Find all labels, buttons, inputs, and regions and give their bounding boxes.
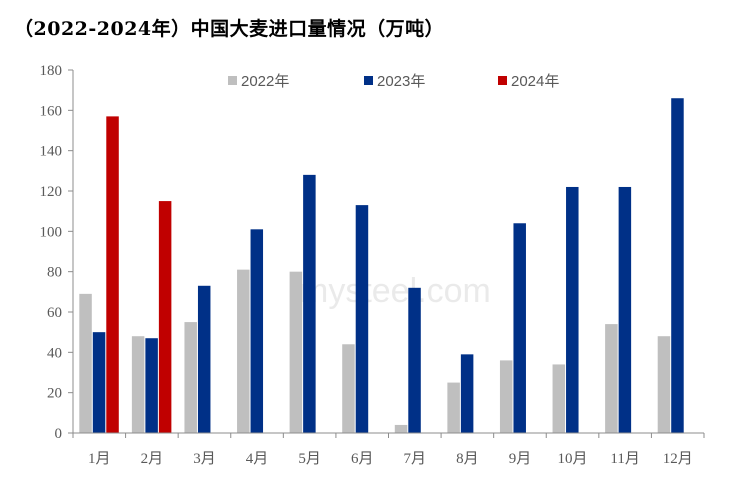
y-tick-label: 80 <box>47 265 62 281</box>
legend: 2022年 2023年 2024年 <box>228 73 559 90</box>
bar-2023年-10月 <box>566 186 579 433</box>
y-tick-label: 40 <box>47 345 62 361</box>
chart-title: （2022-2024年）中国大麦进口量情况（万吨） <box>14 18 445 40</box>
legend-swatch-2023年 <box>364 76 373 85</box>
x-tick-label: 8月 <box>456 451 479 467</box>
bar-2023年-11月 <box>618 186 632 433</box>
bars-layer <box>79 98 684 433</box>
bar-2022年-4月 <box>237 269 250 433</box>
legend-swatch-2022年 <box>228 76 237 85</box>
x-tick-label: 3月 <box>193 451 216 467</box>
y-tick-label: 60 <box>47 305 62 321</box>
legend-label-2023年: 2023年 <box>377 73 425 90</box>
bar-2022年-12月 <box>657 336 671 433</box>
y-tick-label: 160 <box>40 103 63 119</box>
x-tick-label: 2月 <box>141 451 164 467</box>
x-tick-label: 6月 <box>351 451 374 467</box>
x-tick-label: 7月 <box>404 451 427 467</box>
bar-2023年-7月 <box>408 287 421 433</box>
watermark: mysteel.com <box>300 272 491 310</box>
legend-label-2024年: 2024年 <box>511 73 559 90</box>
legend-swatch-2024年 <box>498 76 507 85</box>
bar-2022年-10月 <box>552 364 566 433</box>
x-tick-label: 12月 <box>663 451 693 467</box>
bar-2022年-6月 <box>342 344 355 433</box>
bar-2022年-7月 <box>394 424 408 433</box>
x-tick-label: 11月 <box>610 451 639 467</box>
bar-2024年-1月 <box>106 116 119 433</box>
bar-2022年-5月 <box>289 271 303 433</box>
bar-2023年-5月 <box>303 174 316 433</box>
y-tick-label: 140 <box>40 144 63 160</box>
y-tick-label: 0 <box>55 426 63 442</box>
bar-2023年-1月 <box>92 332 106 433</box>
y-tick-label: 20 <box>47 386 62 402</box>
y-tick-label: 180 <box>40 63 63 79</box>
bar-2022年-11月 <box>605 324 618 433</box>
bar-2023年-2月 <box>145 338 158 433</box>
y-tick-label: 120 <box>40 184 63 200</box>
bar-2023年-12月 <box>671 98 684 433</box>
bar-2022年-9月 <box>499 360 513 433</box>
x-tick-label: 9月 <box>509 451 532 467</box>
x-tick-label: 1月 <box>88 451 111 467</box>
axes-layer: 0 20 40 60 80 100 120 140 160 180 1月 2月 3月 4月 5月 6月 7月 8月… <box>40 63 705 467</box>
x-tick-label: 5月 <box>298 451 321 467</box>
bar-2022年-8月 <box>447 382 460 433</box>
bar-2022年-1月 <box>79 293 92 433</box>
bar-2023年-9月 <box>513 223 526 433</box>
legend-label-2022年: 2022年 <box>241 73 289 90</box>
bar-2023年-4月 <box>250 229 264 433</box>
bar-2023年-6月 <box>355 205 369 433</box>
bar-2024年-2月 <box>158 201 172 433</box>
bar-2023年-3月 <box>197 285 211 433</box>
bar-2023年-8月 <box>460 354 474 433</box>
x-tick-label: 4月 <box>246 451 269 467</box>
y-tick-label: 100 <box>40 224 63 240</box>
bar-2022年-3月 <box>184 322 197 433</box>
bar-2022年-2月 <box>131 336 145 433</box>
x-tick-label: 10月 <box>558 451 588 467</box>
